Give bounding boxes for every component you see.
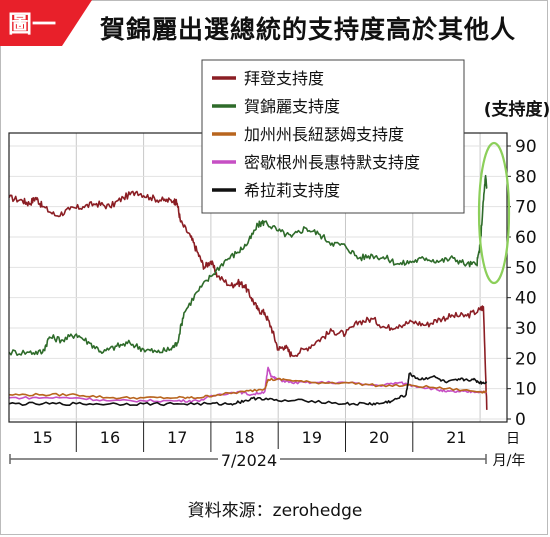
y-axis-label: (支持度) <box>484 99 550 120</box>
legend-label: 密歇根州長惠特默支持度 <box>244 153 420 172</box>
y-tick-label: 50 <box>515 258 537 278</box>
figure-badge: 圖一 <box>0 0 92 46</box>
source-note: 資料來源：zerohedge <box>187 501 363 521</box>
y-axis: 0 10 20 30 40 50 60 70 80 90 <box>507 137 537 430</box>
series-line-hillary <box>8 372 488 407</box>
badge-shape <box>0 0 92 46</box>
y-tick-label: 80 <box>515 167 537 187</box>
harris-surge-highlight <box>477 141 511 285</box>
x-tick-label: 18 <box>234 428 254 447</box>
legend-item-whitmer: 密歇根州長惠特默支持度 <box>212 153 420 172</box>
legend-item-harris: 賀錦麗支持度 <box>212 97 340 116</box>
series-line-biden <box>8 190 488 410</box>
x-axis: 15 16 17 18 19 20 21 <box>32 422 467 452</box>
legend-label: 賀錦麗支持度 <box>244 97 340 116</box>
series-layer <box>8 174 488 410</box>
badge-label: 圖一 <box>8 10 56 38</box>
month-label: 7/2024 <box>221 451 277 470</box>
y-tick-label: 40 <box>515 289 537 309</box>
x-tick-label: 21 <box>446 428 466 447</box>
x-tick-label: 15 <box>32 428 52 447</box>
legend-label: 希拉莉支持度 <box>244 181 340 200</box>
y-tick-label: 70 <box>515 198 537 218</box>
series-line-whitmer <box>8 366 488 403</box>
x-tick-label: 16 <box>100 428 120 447</box>
x-tick-label: 20 <box>369 428 389 447</box>
y-tick-label: 30 <box>515 319 537 339</box>
series-line-harris <box>8 174 488 356</box>
legend-label: 加州州長紐瑟姆支持度 <box>244 125 404 144</box>
x-tick-label: 17 <box>167 428 187 447</box>
y-tick-label: 0 <box>515 410 526 430</box>
month-unit-label: 月/年 <box>493 453 526 469</box>
x-unit-label: 日 <box>506 431 520 447</box>
legend-item-newsom: 加州州長紐瑟姆支持度 <box>212 125 404 144</box>
month-range-bar <box>9 449 487 469</box>
series-line-newsom <box>8 377 488 400</box>
legend-item-biden: 拜登支持度 <box>212 69 324 88</box>
y-tick-label: 10 <box>515 380 537 400</box>
legend-label: 拜登支持度 <box>244 69 324 88</box>
y-tick-label: 20 <box>515 349 537 369</box>
legend-item-hillary: 希拉莉支持度 <box>212 181 340 200</box>
y-tick-label: 90 <box>515 137 537 157</box>
x-tick-label: 19 <box>302 428 322 447</box>
chart-title: 賀錦麗出選總統的支持度高於其他人 <box>100 15 517 44</box>
legend-box <box>201 59 465 214</box>
y-tick-label: 60 <box>515 228 537 248</box>
